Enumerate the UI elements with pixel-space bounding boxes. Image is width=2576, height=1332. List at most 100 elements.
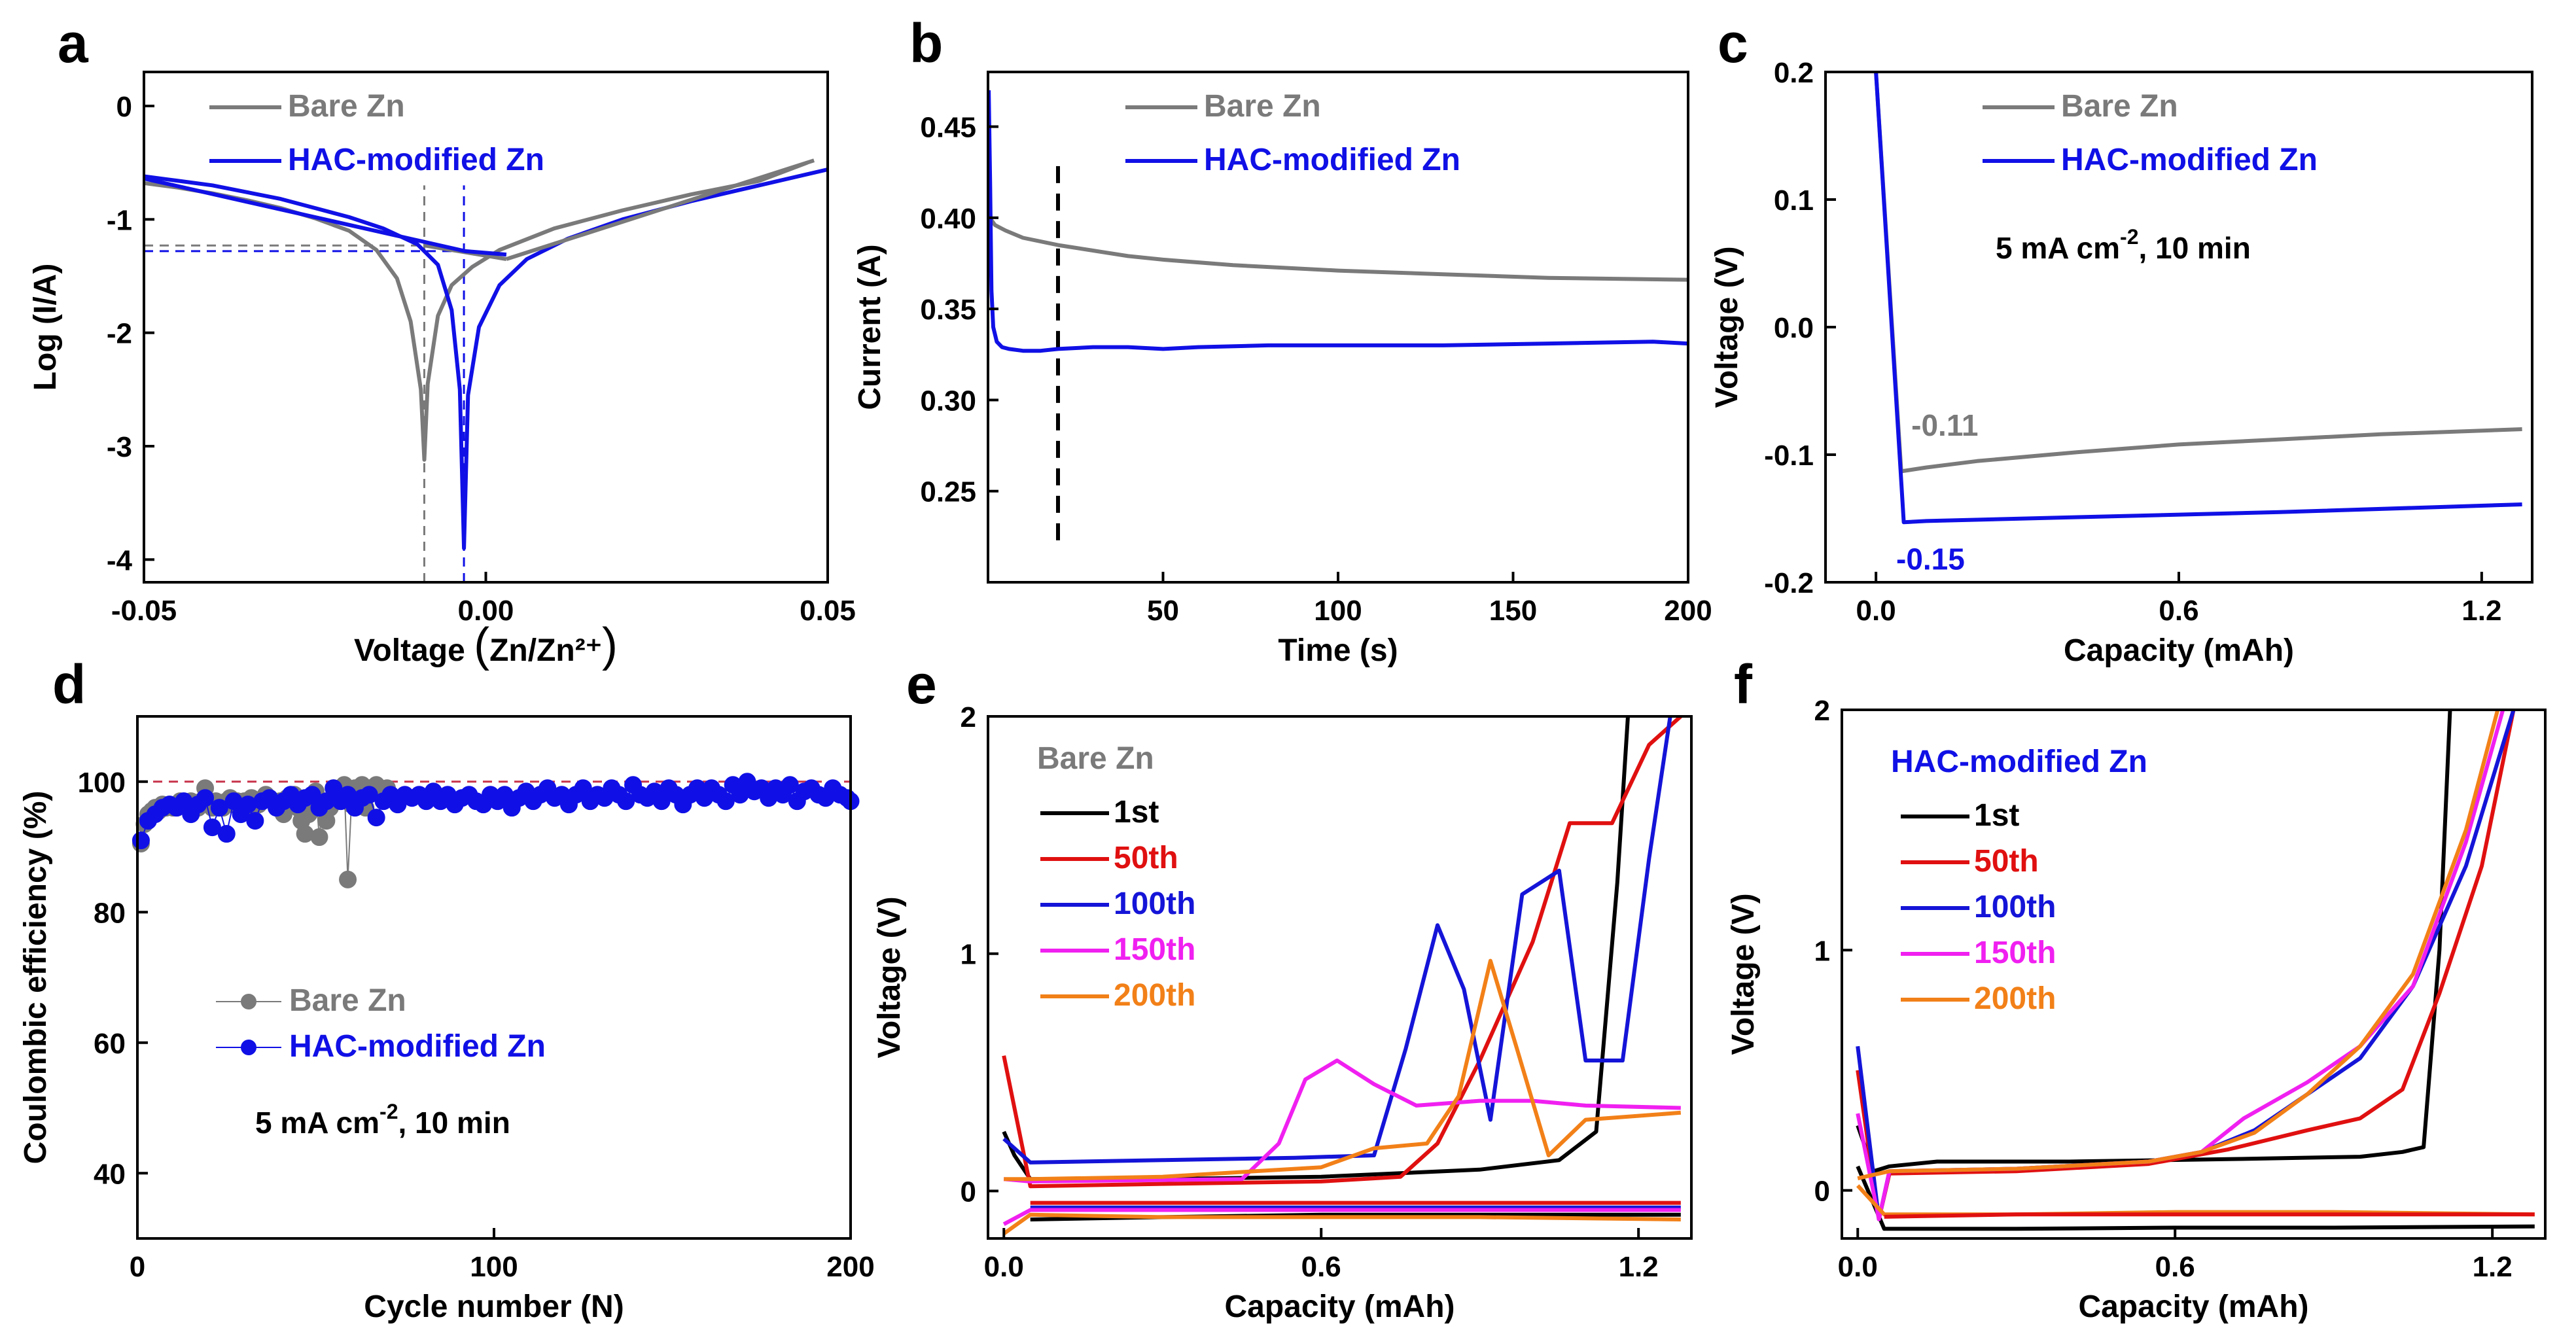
condition-label-d: 5 mA cm-2, 10 min	[255, 1100, 510, 1140]
data-point-d-hac-modified-zn-16	[246, 812, 264, 830]
x-tick-label-e-2: 1.2	[1619, 1251, 1659, 1283]
series-line-e-branch-7	[1002, 1208, 1681, 1226]
y-tick-label-f-0: 0	[1814, 1176, 1830, 1208]
panel-c: c 0.0 0.6 1.2 0.2 0.1 0.0 -0.1 -0.2 Capacity (mAh…	[1710, 12, 2533, 668]
legend-label-f-4: 200th	[1974, 981, 2056, 1016]
y-tick-label-b-3: 0.40	[920, 203, 976, 235]
series-line-a-bare-zn-0	[144, 160, 808, 462]
x-tick-label-b-3: 200	[1664, 595, 1712, 627]
panel-letter-d: d	[52, 654, 86, 715]
panel-d: d 0 100 200 40 60 80 100 Cycle number (N) Coulomb…	[18, 654, 875, 1324]
condition-label-c: 5 mA cm-2, 10 min	[1996, 225, 2251, 265]
y-tick-label-a-1: -1	[107, 204, 132, 236]
value-annotation-c-0: -0.11	[1911, 408, 1978, 442]
y-axis-label-f: Voltage (V)	[1726, 893, 1761, 1055]
series-line-a-hac-modified-zn-1	[144, 167, 828, 550]
series-line-b-hac-modified-zn-1	[988, 90, 1688, 353]
legend-swatch-marker-d-1	[241, 1040, 256, 1055]
y-tick-label-c-4: -0.2	[1764, 567, 1814, 599]
data-point-d-hac-modified-zn-12	[217, 825, 236, 843]
series-line-c-hac-modified-zn-1	[1874, 72, 2522, 525]
legend-label-e-4: 200th	[1114, 978, 1195, 1013]
x-tick-label-d-2: 200	[826, 1251, 874, 1283]
x-tick-label-a-2: 0.05	[800, 595, 856, 627]
panel-letter-b: b	[909, 12, 943, 74]
data-point-d-hac-modified-zn-33	[367, 809, 385, 827]
series-line-f-200th-5	[1857, 710, 2500, 1181]
x-axis-label-a: Voltage (Zn/Zn²⁺)	[354, 619, 618, 671]
y-tick-label-b-1: 0.30	[920, 385, 976, 417]
x-tick-label-c-2: 1.2	[2461, 595, 2501, 627]
series-line-c-bare-zn-0	[1874, 72, 2522, 474]
series-line-a-branch-3	[505, 158, 815, 261]
y-tick-label-c-3: -0.1	[1764, 440, 1814, 472]
legend-c: Bare Zn HAC-modified Zn	[1983, 89, 2318, 177]
series-line-a-branch-4	[144, 176, 507, 257]
y-tick-label-a-3: -3	[107, 431, 132, 463]
legend-label-e-0: 1st	[1114, 795, 1159, 830]
x-tick-label-d-0: 0	[130, 1251, 145, 1283]
series-d-hac-modified-zn	[132, 773, 860, 850]
x-tick-label-e-1: 0.6	[1301, 1251, 1341, 1283]
legend-label-f-0: 1st	[1974, 798, 2019, 833]
y-tick-label-d-0: 40	[94, 1158, 126, 1190]
legend-label-e-1: 50th	[1114, 841, 1178, 875]
y-tick-label-b-2: 0.35	[920, 294, 976, 326]
legend-label-a-1: HAC-modified Zn	[288, 143, 544, 177]
data-point-d-bare-zn-58	[339, 870, 357, 888]
x-tick-label-d-1: 100	[470, 1251, 518, 1283]
plot-frame-f	[1841, 709, 2547, 1240]
y-tick-label-f-2: 2	[1814, 695, 1830, 727]
panel-letter-c: c	[1718, 12, 1748, 74]
legend-swatch-marker-d-0	[241, 994, 256, 1009]
x-tick-label-f-1: 0.6	[2155, 1251, 2195, 1283]
legend-a: Bare Zn HAC-modified Zn	[209, 89, 544, 177]
panel-f: f 0.0 0.6 1.2 0 1 2 Capacity (mAh) Voltage (V) HA…	[1726, 654, 2547, 1324]
x-axis-label-c: Capacity (mAh)	[2064, 633, 2294, 668]
x-tick-label-b-1: 100	[1314, 595, 1362, 627]
legend-label-f-1: 50th	[1974, 844, 2039, 879]
x-axis-label-e: Capacity (mAh)	[1224, 1289, 1455, 1324]
plot-frame-e	[987, 715, 1693, 1240]
legend-label-a-0: Bare Zn	[288, 89, 405, 124]
y-axis-label-c: Voltage (V)	[1710, 246, 1744, 408]
panel-b: b 50 100 150 200 0.25 0.30 0.35 0.40 0.45 Time (s)…	[853, 12, 1712, 668]
series-line-e-1st-0	[1002, 716, 1630, 1182]
y-tick-label-e-0: 0	[961, 1176, 976, 1208]
x-tick-label-c-0: 0.0	[1856, 595, 1896, 627]
x-tick-label-a-1: 0.00	[458, 595, 514, 627]
series-line-f-branch-1	[1856, 1165, 2535, 1231]
data-point-d-bare-zn-50	[310, 828, 328, 847]
x-axis-label-d: Cycle number (N)	[364, 1289, 624, 1324]
y-axis-label-e: Voltage (V)	[872, 896, 907, 1058]
legend-label-e-2: 100th	[1114, 886, 1195, 921]
y-tick-label-e-1: 1	[961, 939, 976, 971]
panel-letter-f: f	[1734, 654, 1753, 715]
series-line-e-150th-6	[1003, 1059, 1681, 1183]
y-tick-label-a-0: 0	[116, 91, 132, 123]
series-line-e-branch-9	[1002, 1212, 1681, 1236]
y-tick-label-c-2: 0.0	[1774, 312, 1814, 344]
y-tick-label-d-3: 100	[78, 767, 126, 799]
y-tick-label-b-4: 0.45	[920, 112, 976, 144]
legend-label-c-1: HAC-modified Zn	[2061, 143, 2318, 177]
y-tick-label-f-1: 1	[1814, 935, 1830, 967]
legend-label-f-2: 100th	[1974, 890, 2056, 924]
y-axis-label-a: Log (I/A)	[28, 264, 63, 391]
x-tick-label-b-0: 50	[1147, 595, 1179, 627]
x-tick-label-f-0: 0.0	[1838, 1251, 1878, 1283]
legend-d: Bare Zn HAC-modified Zn	[216, 983, 546, 1064]
legend-e: Bare Zn 1st 50th 100th 150th 200th	[1037, 741, 1195, 1013]
series-line-e-100th-4	[1002, 716, 1672, 1165]
y-tick-label-b-0: 0.25	[920, 476, 976, 508]
legend-label-c-0: Bare Zn	[2061, 89, 2178, 124]
legend-label-f-3: 150th	[1974, 936, 2056, 970]
x-axis-label-b: Time (s)	[1278, 633, 1398, 668]
y-axis-label-b: Current (A)	[853, 244, 887, 410]
x-tick-label-c-1: 0.6	[2159, 595, 2198, 627]
data-point-d-hac-modified-zn-0	[132, 832, 150, 850]
y-tick-label-a-4: -4	[107, 544, 133, 576]
series-line-f-branch-6	[1856, 1184, 2535, 1217]
y-tick-label-a-2: -2	[107, 318, 132, 350]
